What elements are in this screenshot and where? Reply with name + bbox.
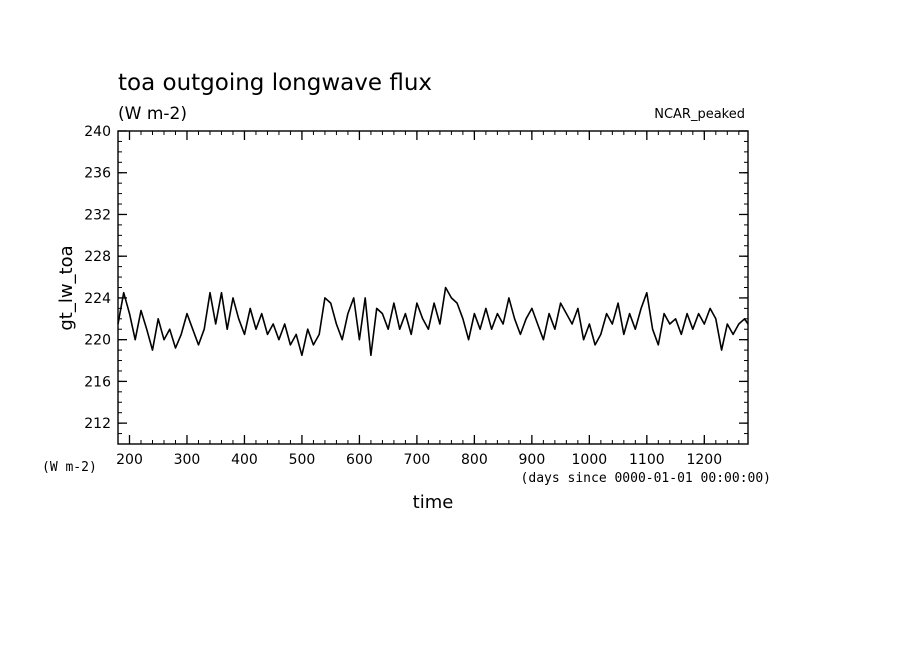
- y-axis-label: gt_lw_toa: [56, 245, 77, 330]
- chart-title: toa outgoing longwave flux: [118, 70, 432, 96]
- x-tick-labels: 200 300 400 500 600 700 800 900 1000 1100 1200: [116, 452, 722, 468]
- x-axis-units: (days since 0000-01-01 00:00:00): [521, 471, 771, 486]
- x-tick-label: 700: [404, 452, 431, 468]
- y-axis-units: (W m-2): [42, 460, 97, 475]
- y-tick-labels: 212 216 220 224 228 232 236 240: [84, 124, 111, 432]
- corner-label: NCAR_peaked: [654, 107, 745, 122]
- x-tick-label: 200: [116, 452, 143, 468]
- x-tick-label: 1000: [572, 452, 608, 468]
- x-axis-label: time: [413, 492, 454, 513]
- y-tick-label: 236: [84, 166, 111, 182]
- y-tick-label: 212: [84, 416, 111, 432]
- plot-frame: [117, 130, 749, 445]
- x-tick-label: 400: [231, 452, 258, 468]
- y-tick-label: 224: [84, 291, 111, 307]
- y-tick-label: 240: [84, 124, 111, 140]
- x-tick-label: 900: [519, 452, 546, 468]
- chart-subtitle: (W m-2): [118, 104, 187, 124]
- x-tick-label: 1200: [686, 452, 722, 468]
- x-tick-label: 300: [174, 452, 201, 468]
- y-tick-label: 216: [84, 374, 111, 390]
- y-tick-label: 228: [84, 249, 111, 265]
- y-tick-label: 220: [84, 333, 111, 349]
- x-tick-label: 800: [461, 452, 488, 468]
- x-tick-label: 600: [346, 452, 373, 468]
- x-tick-label: 500: [289, 452, 316, 468]
- x-major-ticks: [128, 131, 705, 444]
- series-line: [117, 286, 749, 357]
- y-tick-label: 232: [84, 207, 111, 223]
- x-tick-label: 1100: [629, 452, 665, 468]
